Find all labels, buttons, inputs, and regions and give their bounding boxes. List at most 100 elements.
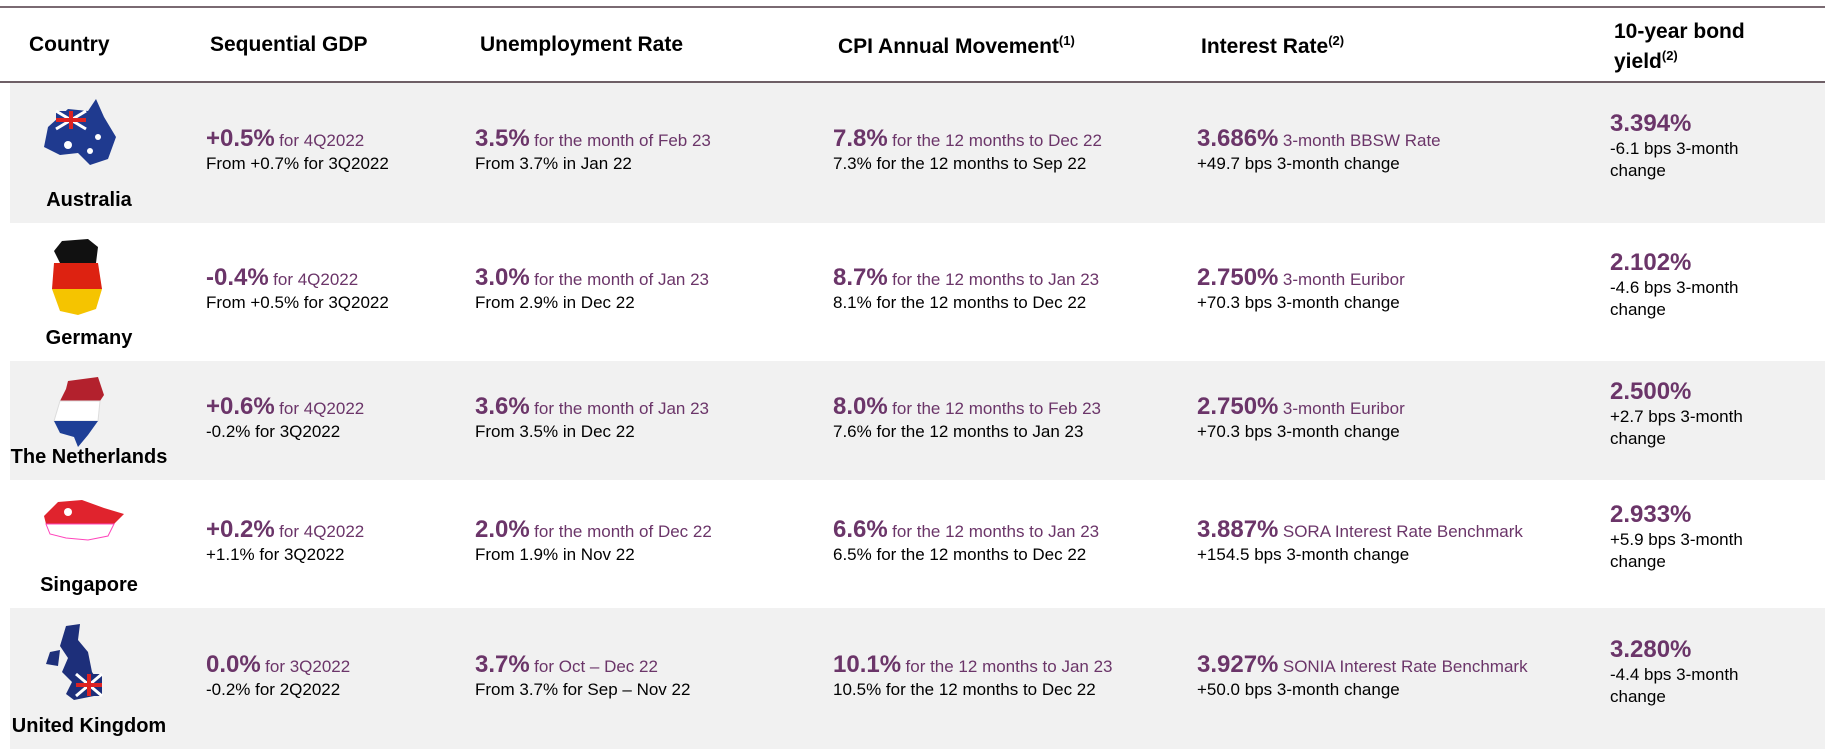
header-note: (1) [1058, 33, 1075, 48]
metric-value: 3.927% [1197, 650, 1279, 678]
flag-icon [38, 622, 122, 709]
country-row: Australia +0.5% for 4Q2022 From +0.7% for … [10, 83, 1825, 223]
flag-icon [38, 375, 122, 456]
metric-headline: 3.7% for Oct – Dec 22 [475, 651, 690, 679]
metric-cell: 3.0% for the month of Jan 23 From 2.9% in… [475, 264, 709, 314]
header-text: CPI Annual Movement [838, 35, 1059, 58]
metric-description: for the 12 months to Jan 23 [892, 522, 1100, 541]
metric-cell: 10.1% for the 12 months to Jan 23 10.5% f… [833, 651, 1112, 701]
flag-icon [38, 97, 122, 174]
metric-change: From +0.7% for 3Q2022 [206, 154, 389, 173]
metric-description: for 3Q2022 [265, 656, 351, 676]
header-text: Interest Rate [1201, 35, 1329, 58]
metric-cell: +0.5% for 4Q2022 From +0.7% for 3Q2022 [206, 125, 389, 175]
metric-headline: 3.887% SORA Interest Rate Benchmark [1197, 516, 1523, 544]
metric-cell: -0.4% for 4Q2022 From +0.5% for 3Q2022 [206, 264, 389, 314]
metric-value: 3.7% [475, 650, 530, 678]
metric-cell: 3.280% -4.4 bps 3-month change [1610, 636, 1780, 708]
header-cell: Unemployment Rate [480, 33, 683, 57]
metric-description: for Oct – Dec 22 [534, 656, 658, 676]
metric-description: for the 12 months to Feb 23 [892, 398, 1102, 418]
metric-description: SONIA Interest Rate Benchmark [1282, 656, 1528, 676]
metric-change: +70.3 bps 3-month change [1197, 421, 1400, 441]
metric-headline: 3.6% for the month of Jan 23 [475, 393, 709, 421]
header-cell: Country [29, 33, 110, 57]
metric-cell: 3.5% for the month of Feb 23 From 3.7% in… [475, 125, 711, 175]
metric-cell: 3.7% for Oct – Dec 22 From 3.7% for Sep –… [475, 651, 690, 701]
metric-value: 10.1% [833, 650, 902, 678]
metric-change: +50.0 bps 3-month change [1197, 679, 1400, 699]
metric-change: 7.3% for the 12 months to Sep 22 [833, 154, 1087, 173]
header-note: (2) [1661, 48, 1678, 63]
metric-value: 3.887% [1197, 516, 1279, 543]
metric-value: 6.6% [833, 516, 888, 543]
metric-change: 10.5% for the 12 months to Dec 22 [833, 679, 1096, 699]
header-text: Unemployment Rate [480, 33, 684, 56]
metric-description: for 4Q2022 [273, 270, 359, 289]
metric-headline: 3.5% for the month of Feb 23 [475, 125, 711, 153]
metric-change: -4.6 bps 3-month change [1610, 278, 1739, 319]
country-row: Germany -0.4% for 4Q2022 From +0.5% for 3Q… [10, 223, 1825, 361]
header-cell: 10-year bond yield(2) [1614, 20, 1774, 74]
header-cell: Sequential GDP [210, 33, 368, 57]
metric-change: From 2.9% in Dec 22 [475, 293, 635, 312]
country-name: United Kingdom [11, 715, 167, 737]
metric-cell: 8.0% for the 12 months to Feb 23 7.6% for… [833, 393, 1101, 443]
country-row: The Netherlands +0.6% for 4Q2022 -0.2% for… [10, 361, 1825, 480]
header-row: Country Sequential GDP Unemployment Rate CP… [0, 8, 1825, 83]
metric-headline: 2.750% 3-month Euribor [1197, 264, 1405, 292]
metric-value: 2.0% [475, 516, 530, 543]
metric-description: for the month of Feb 23 [534, 131, 711, 150]
metric-cell: 7.8% for the 12 months to Dec 22 7.3% for… [833, 125, 1102, 175]
country-name: The Netherlands [10, 446, 168, 468]
metric-cell: 2.750% 3-month Euribor +70.3 bps 3-month … [1197, 393, 1405, 443]
metric-change: -0.2% for 2Q2022 [206, 679, 341, 699]
header-text: 10-year bond yield [1614, 20, 1745, 73]
metric-description: for the month of Jan 23 [534, 270, 709, 289]
metric-change: 7.6% for the 12 months to Jan 23 [833, 421, 1084, 441]
metric-value: 2.102% [1610, 249, 1692, 276]
metric-cell: 3.927% SONIA Interest Rate Benchmark +50.… [1197, 651, 1528, 701]
metric-headline: 2.750% 3-month Euribor [1197, 393, 1405, 421]
metric-value: 2.750% [1197, 264, 1279, 291]
metric-cell: 3.394% -6.1 bps 3-month change [1610, 110, 1780, 182]
metric-change: From 3.7% for Sep – Nov 22 [475, 679, 691, 699]
metric-headline: -0.4% for 4Q2022 [206, 264, 389, 292]
metric-change: +49.7 bps 3-month change [1197, 154, 1400, 173]
metric-value: 3.5% [475, 125, 530, 152]
metric-cell: 2.102% -4.6 bps 3-month change [1610, 249, 1780, 321]
metric-headline: 10.1% for the 12 months to Jan 23 [833, 651, 1112, 679]
country-name: Germany [45, 327, 133, 349]
metric-change: From 3.5% in Dec 22 [475, 421, 635, 441]
country-name: Singapore [40, 574, 138, 596]
metric-cell: 3.887% SORA Interest Rate Benchmark +154.… [1197, 516, 1523, 566]
metric-cell: 8.7% for the 12 months to Jan 23 8.1% for… [833, 264, 1099, 314]
top-rule [0, 6, 1825, 8]
metric-value: 3.280% [1610, 635, 1692, 663]
metric-description: for 4Q2022 [279, 522, 365, 541]
metric-description: for the 12 months to Jan 23 [905, 656, 1113, 676]
metric-change: +154.5 bps 3-month change [1197, 545, 1410, 564]
metric-cell: 2.0% for the month of Dec 22 From 1.9% in… [475, 516, 712, 566]
metric-cell: 2.500% +2.7 bps 3-month change [1610, 378, 1780, 450]
metric-value: +0.5% [206, 125, 275, 152]
metric-change: +1.1% for 3Q2022 [206, 545, 345, 564]
metric-description: for the 12 months to Jan 23 [892, 270, 1100, 289]
metric-change: 6.5% for the 12 months to Dec 22 [833, 545, 1087, 564]
flag-icon [38, 494, 128, 559]
metric-value: 2.500% [1610, 377, 1692, 405]
metric-description: 3-month Euribor [1282, 270, 1405, 289]
metric-value: 3.0% [475, 264, 530, 291]
metric-change: From +0.5% for 3Q2022 [206, 293, 389, 312]
metric-headline: 3.394% [1610, 110, 1780, 138]
metric-description: for the month of Dec 22 [534, 522, 712, 541]
metric-change: -4.4 bps 3-month change [1610, 664, 1739, 706]
metric-description: for the month of Jan 23 [534, 398, 709, 418]
flag-icon [38, 237, 122, 322]
metric-change: -0.2% for 3Q2022 [206, 421, 341, 441]
metric-value: +0.2% [206, 516, 275, 543]
metric-value: -0.4% [206, 264, 269, 291]
header-text: Country [29, 33, 110, 56]
metric-headline: +0.6% for 4Q2022 [206, 393, 364, 421]
